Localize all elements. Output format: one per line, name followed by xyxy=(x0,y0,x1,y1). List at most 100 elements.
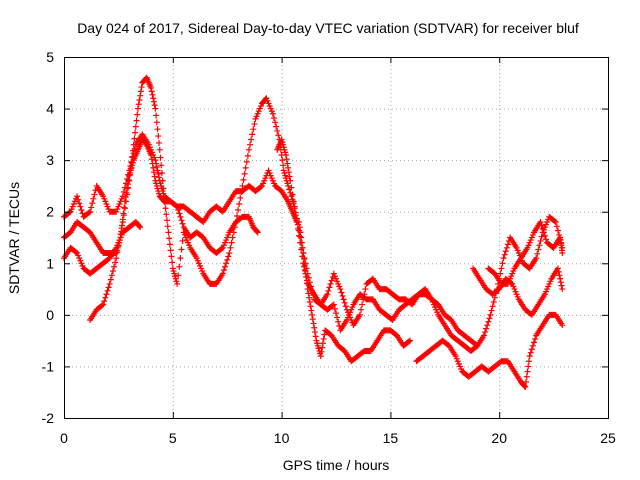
data-point xyxy=(499,260,506,267)
data-point xyxy=(525,363,532,370)
series-arc-4 xyxy=(87,74,566,349)
data-point xyxy=(231,224,238,231)
data-point xyxy=(117,231,124,238)
data-point xyxy=(484,322,491,329)
data-point xyxy=(552,219,559,226)
data-point xyxy=(129,153,136,160)
data-point xyxy=(137,88,144,95)
data-point xyxy=(485,318,492,325)
data-point xyxy=(487,311,494,318)
data-point xyxy=(525,358,532,365)
plot-frame xyxy=(64,57,609,419)
data-point xyxy=(291,205,298,212)
y-tick-label: 2 xyxy=(46,204,54,220)
data-point xyxy=(285,182,292,189)
data-point xyxy=(244,152,251,159)
data-point xyxy=(288,184,295,191)
data-point xyxy=(311,324,318,331)
data-point xyxy=(303,274,310,281)
data-point xyxy=(168,253,175,260)
data-point xyxy=(156,139,163,146)
data-point xyxy=(102,294,109,301)
series-arc-7 xyxy=(413,311,566,391)
data-point xyxy=(153,112,160,119)
data-point xyxy=(224,256,231,263)
data-point xyxy=(310,320,317,327)
data-point xyxy=(132,123,139,130)
data-point xyxy=(301,267,308,274)
y-tick-label: 0 xyxy=(46,307,54,323)
data-point xyxy=(136,96,143,103)
data-point xyxy=(536,242,543,249)
data-point xyxy=(179,237,186,244)
data-point xyxy=(356,311,363,318)
data-point xyxy=(488,307,495,314)
data-point xyxy=(317,353,324,360)
data-point xyxy=(251,121,258,128)
data-point xyxy=(163,211,170,218)
data-point xyxy=(541,232,548,239)
data-point xyxy=(124,185,131,192)
y-tick-label: -2 xyxy=(42,410,55,426)
data-point xyxy=(287,177,294,184)
data-point xyxy=(150,95,157,102)
data-point xyxy=(177,213,184,220)
data-point xyxy=(538,233,545,240)
data-point xyxy=(148,84,155,91)
data-point xyxy=(239,182,246,189)
data-point xyxy=(283,156,290,163)
data-point xyxy=(319,344,326,351)
data-point xyxy=(285,169,292,176)
data-point xyxy=(130,141,137,148)
data-point xyxy=(86,209,93,216)
data-point xyxy=(331,305,338,312)
data-point xyxy=(106,280,113,287)
data-point xyxy=(486,315,493,322)
data-point xyxy=(254,229,261,236)
data-point xyxy=(123,198,130,205)
data-point xyxy=(161,193,168,200)
data-point xyxy=(502,248,509,255)
data-point xyxy=(273,123,280,130)
data-point xyxy=(300,249,307,256)
data-point xyxy=(253,228,260,235)
data-point xyxy=(177,255,184,262)
data-point xyxy=(105,284,112,291)
data-point xyxy=(161,199,168,206)
data-point xyxy=(127,171,134,178)
data-point xyxy=(308,307,315,314)
data-point xyxy=(529,342,536,349)
data-point xyxy=(559,322,566,329)
data-point xyxy=(298,234,305,241)
data-point xyxy=(326,284,333,291)
data-point xyxy=(178,246,185,253)
data-point xyxy=(166,235,173,242)
x-tick-label: 5 xyxy=(169,430,177,446)
data-point xyxy=(151,173,158,180)
data-point xyxy=(159,177,166,184)
data-point xyxy=(526,353,533,360)
x-tick-label: 15 xyxy=(383,430,399,446)
data-point xyxy=(134,105,141,112)
data-point xyxy=(542,236,549,243)
data-point xyxy=(233,213,240,220)
data-point xyxy=(405,338,412,345)
data-point xyxy=(337,286,344,293)
data-point xyxy=(218,245,225,252)
data-point xyxy=(167,247,174,254)
data-point xyxy=(88,204,95,211)
x-tick-label: 0 xyxy=(60,430,68,446)
data-point xyxy=(534,250,541,257)
data-point xyxy=(556,272,563,279)
grid xyxy=(64,57,608,418)
data-point xyxy=(301,262,308,269)
data-point xyxy=(537,237,544,244)
data-point xyxy=(272,119,279,126)
data-point xyxy=(137,92,144,99)
data-point xyxy=(136,223,143,230)
x-axis-label: GPS time / hours xyxy=(283,457,390,473)
data-point xyxy=(334,314,341,321)
data-point xyxy=(112,259,119,266)
data-point xyxy=(137,224,144,231)
data-point xyxy=(176,210,183,217)
